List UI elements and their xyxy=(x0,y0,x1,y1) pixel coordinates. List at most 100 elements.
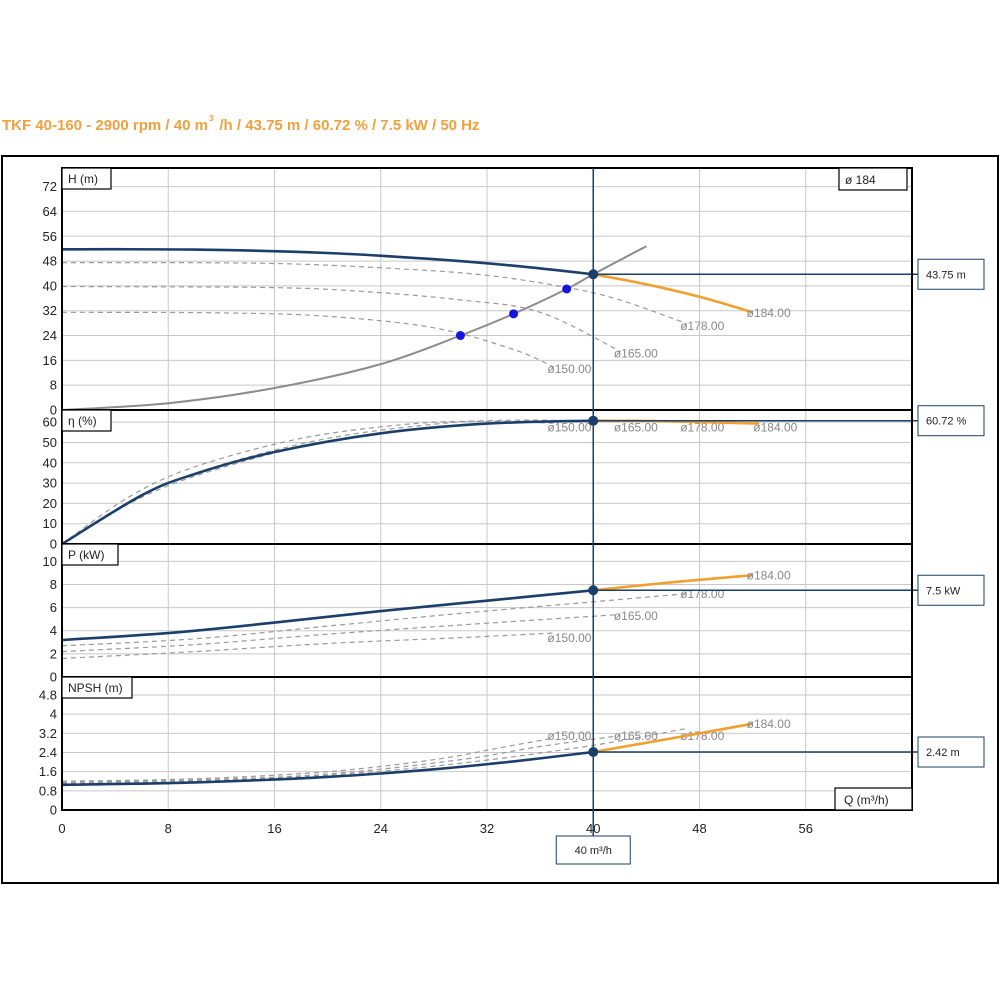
head-y-tick-label: 8 xyxy=(50,378,57,393)
diameter-curve xyxy=(61,632,554,660)
power-y-tick-label: 6 xyxy=(50,600,57,615)
npsh-ylabel: NPSH (m) xyxy=(68,681,123,695)
head-y-tick-label: 48 xyxy=(43,254,57,269)
x-tick-label: 56 xyxy=(799,821,813,836)
outer-frame xyxy=(1,155,999,884)
diameter-label: ø178.00 xyxy=(680,319,724,333)
main-curve xyxy=(61,750,594,787)
diameter-label: ø150.00 xyxy=(547,421,591,435)
diameter-curve xyxy=(61,285,621,352)
main-curve xyxy=(61,589,594,642)
panel-efficiency: 0 10 20 30 40 50 60 ø150.00 ø165.00 ø178.00 ø184.0… xyxy=(43,405,985,552)
diameter-curve xyxy=(61,737,554,782)
selected-diameter-box xyxy=(838,167,908,191)
panel-power: 0 2 4 6 8 10 ø178.00 ø165.00 ø150.00 ø184.00 7.5 k… xyxy=(43,543,985,685)
diameter-label: ø178.00 xyxy=(680,421,724,435)
x-tick-label: 8 xyxy=(165,821,172,836)
selected-diameter-label: ø184.00 xyxy=(747,306,791,320)
efficiency-ylabel: η (%) xyxy=(68,414,97,428)
efficiency-y-tick-label: 30 xyxy=(43,476,57,491)
npsh-y-tick-label: 3.2 xyxy=(39,726,57,741)
head-y-tick-label: 24 xyxy=(43,328,57,343)
head-ylabel-box xyxy=(61,167,112,190)
selected-diameter-extension xyxy=(593,722,753,754)
diameter-label: ø178.00 xyxy=(680,729,724,743)
panel-frame xyxy=(61,676,913,811)
x-tick-label: 0 xyxy=(58,821,65,836)
diameter-curve xyxy=(61,613,620,653)
head-y-tick-label: 72 xyxy=(43,179,57,194)
diameter-label: ø150.00 xyxy=(547,729,591,743)
panel-head: 0 8 16 24 32 40 48 56 64 72 ø178.00 ø165.00 ø150.00 ø… xyxy=(43,167,985,418)
efficiency-callout: 60.72 % xyxy=(926,416,967,428)
chart-title: TKF 40-160 - 2900 rpm / 40 m3/h / 43.75 … xyxy=(2,114,480,134)
npsh-y-tick-label: 2.4 xyxy=(39,745,57,760)
diameter-curve xyxy=(61,420,554,545)
head-y-tick-label: 32 xyxy=(43,303,57,318)
x-axis-label-box xyxy=(834,787,913,811)
diameter-label: ø178.00 xyxy=(680,587,724,601)
selected-diameter-box-label: ø 184 xyxy=(845,173,876,187)
npsh-callout-box xyxy=(917,736,985,768)
selected-diameter-label: ø184.00 xyxy=(747,717,791,731)
npsh-y-tick-label: 4 xyxy=(50,707,57,722)
head-y-tick-label: 16 xyxy=(43,353,57,368)
npsh-ylabel-box xyxy=(61,676,133,699)
efficiency-y-tick-label: 0 xyxy=(50,537,57,552)
diameter-curve xyxy=(61,311,554,368)
selected-diameter-extension xyxy=(593,273,753,314)
efficiency-y-tick-label: 60 xyxy=(43,415,57,430)
head-y-tick-label: 0 xyxy=(50,403,57,418)
power-y-tick-label: 2 xyxy=(50,646,57,661)
power-callout-box xyxy=(917,574,985,606)
efficiency-y-tick-label: 40 xyxy=(43,455,57,470)
npsh-y-tick-label: 1.6 xyxy=(39,764,57,779)
x-tick-label: 24 xyxy=(374,821,388,836)
power-y-tick-label: 8 xyxy=(50,577,57,592)
npsh-callout: 2.42 m xyxy=(926,747,960,759)
head-callout: 43.75 m xyxy=(926,269,966,281)
system-curve xyxy=(61,245,647,411)
x-tick-label: 32 xyxy=(480,821,494,836)
power-y-tick-label: 0 xyxy=(50,670,57,685)
power-ylabel: P (kW) xyxy=(68,548,104,562)
head-ylabel: H (m) xyxy=(68,172,98,186)
diameter-label: ø150.00 xyxy=(547,362,591,376)
diameter-label: ø165.00 xyxy=(614,609,658,623)
efficiency-y-tick-label: 50 xyxy=(43,435,57,450)
operating-q-callout-box xyxy=(555,835,631,865)
efficiency-ylabel-box xyxy=(61,409,112,432)
npsh-y-tick-label: 0 xyxy=(50,803,57,818)
main-curve xyxy=(61,419,594,546)
diameter-label: ø150.00 xyxy=(547,631,591,645)
head-y-tick-label: 56 xyxy=(43,229,57,244)
power-callout: 7.5 kW xyxy=(926,585,961,597)
intersection-point xyxy=(562,284,572,294)
npsh-y-tick-label: 4.8 xyxy=(39,687,57,702)
intersection-point xyxy=(509,309,519,319)
diameter-label: ø165.00 xyxy=(614,346,658,360)
diameter-label: ø165.00 xyxy=(614,729,658,743)
x-tick-label: 16 xyxy=(267,821,281,836)
diameter-curve xyxy=(61,735,620,783)
x-axis-label: Q (m³/h) xyxy=(844,793,889,807)
power-y-tick-label: 4 xyxy=(50,623,57,638)
efficiency-y-tick-label: 20 xyxy=(43,496,57,511)
title-superscript: 3 xyxy=(208,114,214,123)
npsh-y-tick-label: 0.8 xyxy=(39,783,57,798)
efficiency-y-tick-label: 10 xyxy=(43,516,57,531)
head-callout-box xyxy=(917,258,985,290)
head-y-tick-label: 64 xyxy=(43,204,57,219)
selected-diameter-label: ø184.00 xyxy=(753,421,797,435)
operating-q-callout: 40 m³/h xyxy=(575,845,612,857)
power-ylabel-box xyxy=(61,543,119,566)
selected-diameter-extension xyxy=(593,573,753,592)
main-curve xyxy=(61,247,594,276)
title-part1: TKF 40-160 - 2900 rpm / 40 m xyxy=(2,117,208,134)
title-part2: /h / 43.75 m / 60.72 % / 7.5 kW / 50 Hz xyxy=(219,117,480,134)
selected-diameter-label: ø184.00 xyxy=(747,569,791,583)
x-tick-label: 48 xyxy=(692,821,706,836)
efficiency-callout-box xyxy=(917,405,985,437)
head-y-tick-label: 40 xyxy=(43,278,57,293)
